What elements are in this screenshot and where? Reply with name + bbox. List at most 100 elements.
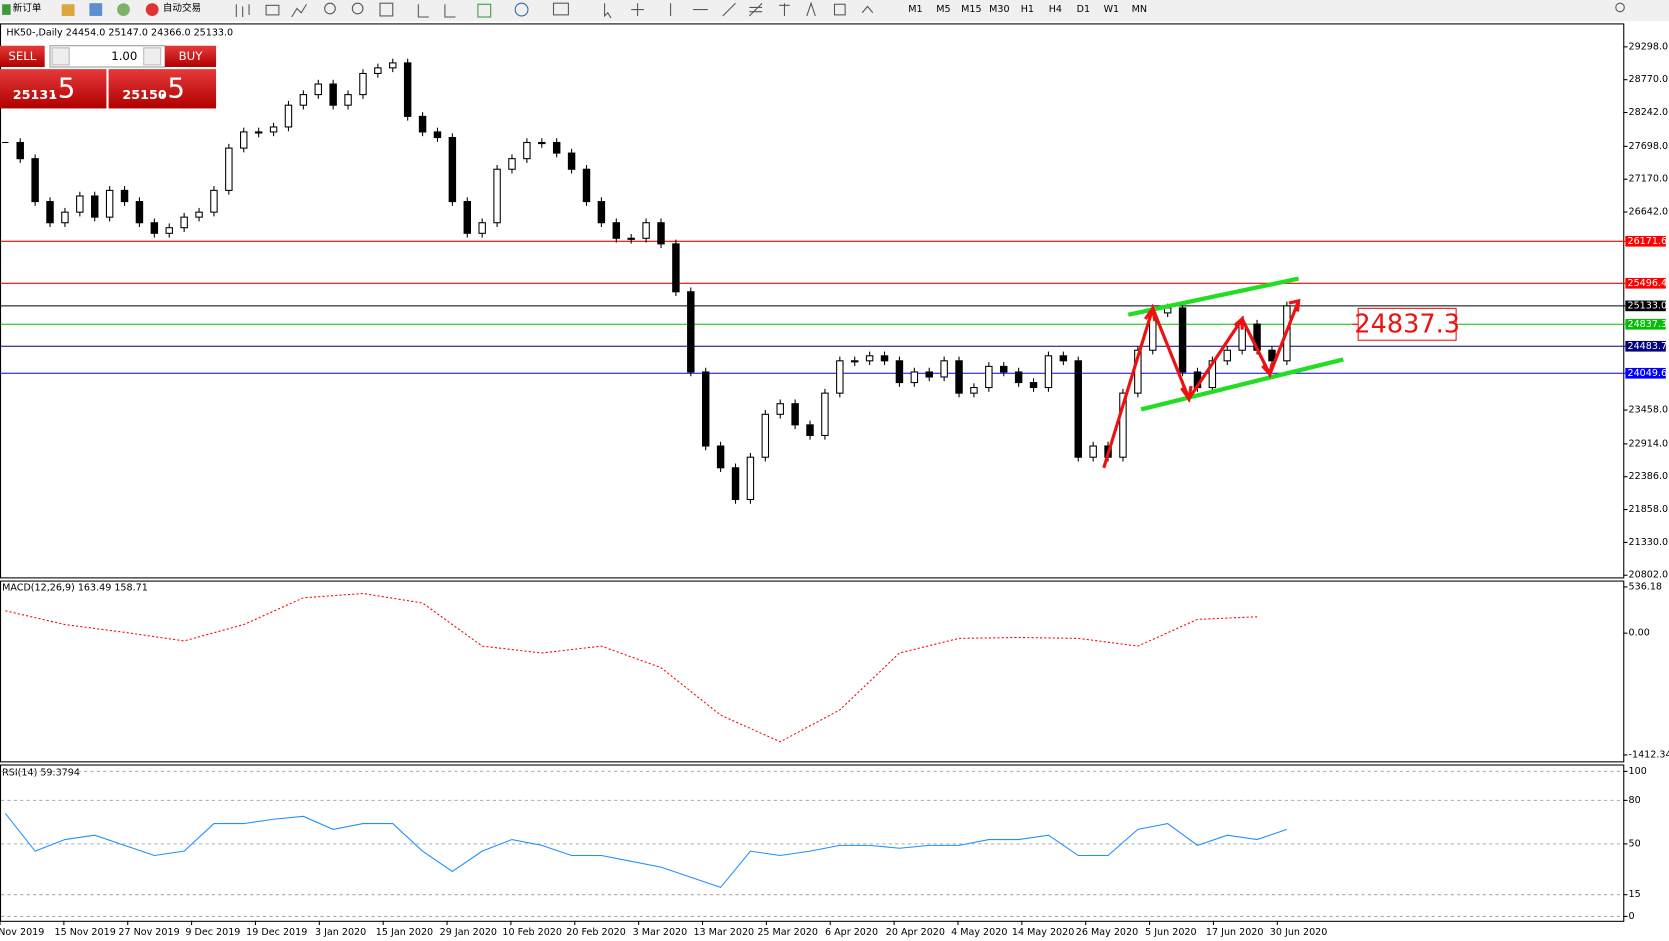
- candle: [597, 201, 606, 224]
- candle: [1119, 392, 1127, 458]
- cursor[interactable]: [604, 3, 612, 19]
- candle: [91, 195, 99, 218]
- y-tick-label: 27698.0: [1629, 141, 1669, 152]
- x-tick-label: 9 Dec 2019: [185, 927, 240, 938]
- tool-icon[interactable]: [117, 3, 130, 16]
- search[interactable]: [1615, 2, 1625, 13]
- crosshair[interactable]: [631, 3, 644, 16]
- y-tick-label: 21330.0: [1629, 537, 1669, 548]
- candle: [865, 355, 874, 362]
- x-tick-label: 26 May 2020: [1076, 927, 1138, 938]
- sell-price-box[interactable]: [0, 69, 107, 109]
- candle: [567, 152, 576, 170]
- lot-down[interactable]: [51, 47, 70, 66]
- channel-lines: [1127, 276, 1344, 412]
- x-tick-label: 15 Nov 2019: [55, 927, 116, 938]
- x-tick-label: 19 Dec 2019: [246, 927, 307, 938]
- candle: [627, 237, 635, 240]
- x-tick-label: Nov 2019: [0, 927, 44, 938]
- lot-value[interactable]: 1.00: [111, 49, 137, 63]
- timeframe[interactable]: H4: [1049, 4, 1062, 15]
- y-tick-label: 21858.0: [1629, 504, 1669, 515]
- fibo-tools[interactable]: [779, 3, 790, 16]
- candle: [389, 62, 397, 69]
- candle: [16, 141, 24, 160]
- indicators[interactable]: [477, 3, 492, 18]
- candle: [418, 115, 427, 133]
- candle: [61, 211, 69, 224]
- candle: [895, 360, 904, 384]
- bar-chart-icon[interactable]: [235, 4, 250, 18]
- candle: [731, 467, 740, 501]
- new-order[interactable]: 新订单: [13, 2, 42, 14]
- auto-trading-icon[interactable]: [145, 3, 159, 16]
- y-tick-label: 0.00: [1629, 628, 1650, 639]
- candle: [1089, 445, 1097, 458]
- arrows[interactable]: [861, 5, 874, 14]
- tool-icon[interactable]: [89, 3, 103, 16]
- toolbar-icons: [235, 1, 1625, 19]
- buy-label[interactable]: BUY: [179, 49, 204, 63]
- candle: [46, 201, 54, 224]
- candle: [240, 131, 248, 149]
- candle: [433, 131, 442, 139]
- label-tool[interactable]: [833, 3, 846, 16]
- candle: [1223, 349, 1231, 362]
- auto-trading[interactable]: 自动交易: [163, 2, 201, 14]
- timeframe[interactable]: M5: [936, 4, 950, 15]
- sell-label[interactable]: SELL: [8, 49, 36, 63]
- zoom-out[interactable]: [351, 2, 364, 15]
- rsi-line: [4, 813, 1288, 889]
- buy-button[interactable]: [164, 45, 217, 67]
- macd-panel: [0, 580, 1625, 763]
- price-level-box: [1625, 318, 1666, 330]
- y-tick-label: 27170.0: [1629, 174, 1669, 185]
- candle: [1074, 360, 1082, 458]
- buy-pips[interactable]: .5: [159, 71, 185, 104]
- candle: [836, 360, 844, 394]
- wave-arrows: [1102, 298, 1301, 469]
- candle: [269, 126, 278, 133]
- y-tick-label: 20802.0: [1629, 570, 1669, 581]
- timeframe[interactable]: M30: [989, 4, 1009, 15]
- candle: [210, 189, 218, 213]
- timeframe[interactable]: MN: [1132, 4, 1147, 15]
- timeframe[interactable]: H1: [1021, 4, 1034, 15]
- timeframe[interactable]: M1: [908, 4, 922, 15]
- trendline[interactable]: [722, 2, 736, 17]
- y-tick-label: 0: [1629, 911, 1635, 922]
- sell-price[interactable]: 25131: [13, 88, 57, 103]
- main-panel: [0, 23, 1625, 579]
- text-tool[interactable]: [806, 1, 816, 17]
- autoscroll[interactable]: [417, 4, 429, 18]
- buy-price[interactable]: 25150: [122, 88, 167, 103]
- tile[interactable]: [379, 2, 394, 17]
- y-tick-label: 80: [1629, 795, 1641, 806]
- candle: [523, 141, 531, 160]
- periods[interactable]: [514, 2, 529, 17]
- shift[interactable]: [444, 4, 456, 18]
- channel-top: [1127, 276, 1300, 317]
- candle: [985, 365, 993, 389]
- timeframe[interactable]: W1: [1104, 4, 1120, 15]
- line-icon[interactable]: [291, 3, 308, 18]
- candle: [403, 62, 412, 117]
- timeframe[interactable]: D1: [1077, 4, 1090, 15]
- candle: [612, 222, 621, 239]
- sell-pips[interactable]: .5: [49, 71, 75, 104]
- candle: [687, 291, 695, 373]
- zoom-in[interactable]: [324, 2, 336, 15]
- candle: [940, 360, 948, 378]
- tool-icon[interactable]: [61, 4, 75, 16]
- candle-icon[interactable]: [265, 4, 280, 16]
- y-tick-label: 26642.0: [1629, 207, 1669, 218]
- new-order-icon[interactable]: [2, 4, 11, 15]
- buy-price-box[interactable]: [108, 69, 217, 109]
- candle: [374, 67, 382, 74]
- lot-up[interactable]: [143, 47, 162, 66]
- fibo[interactable]: [748, 2, 763, 17]
- sell-button[interactable]: [0, 45, 45, 67]
- templates[interactable]: [552, 2, 569, 16]
- timeframe[interactable]: M15: [961, 4, 981, 15]
- candle: [791, 403, 799, 426]
